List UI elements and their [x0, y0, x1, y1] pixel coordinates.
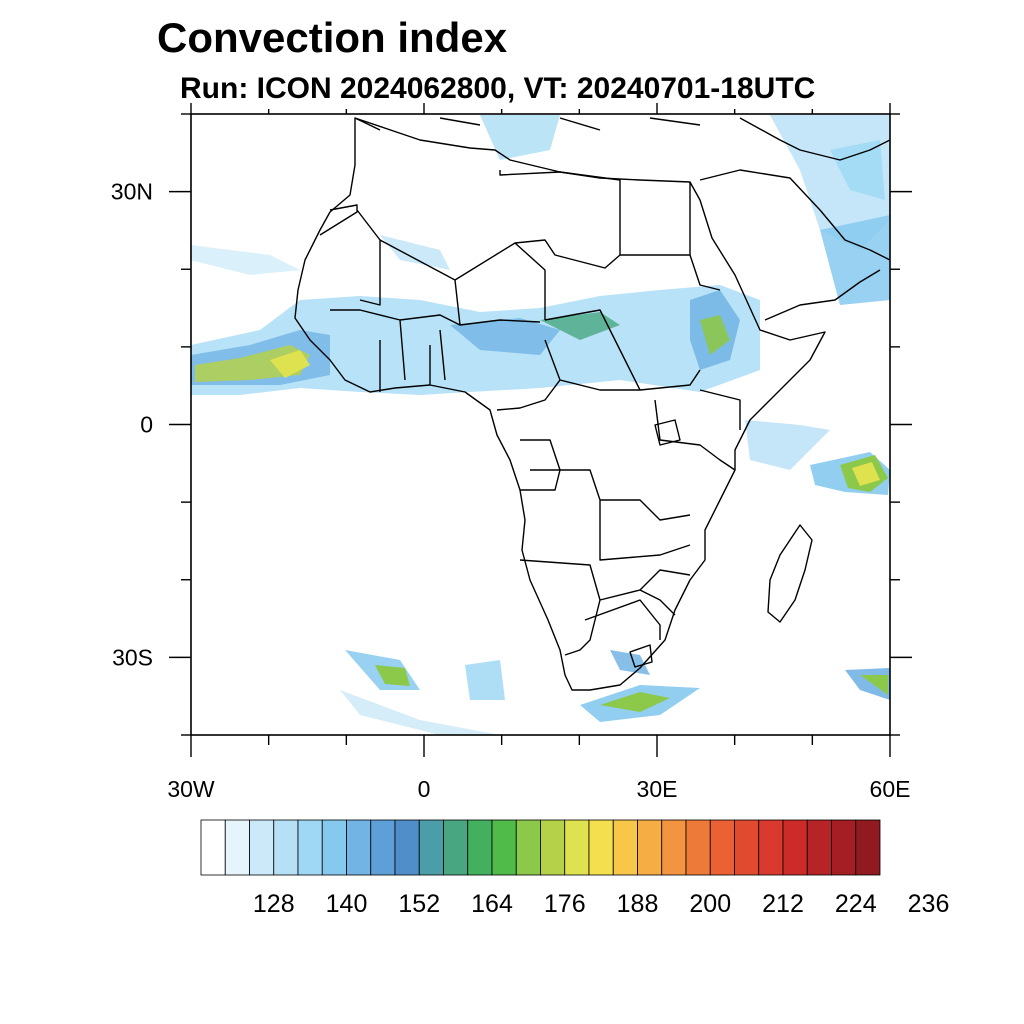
- convection-field: [190, 115, 890, 735]
- colorbar-box: [806, 819, 832, 876]
- colorbar-label: 236: [908, 890, 950, 918]
- map-subtitle: Run: ICON 2024062800, VT: 20240701-18UTC: [180, 72, 816, 105]
- colorbar-box: [564, 819, 590, 876]
- map-title: Convection index: [157, 14, 508, 61]
- coastlines-borders: [294, 117, 891, 691]
- lat-tick-label: 30N: [111, 179, 153, 205]
- colorbar-box: [782, 819, 808, 876]
- colorbar-box: [321, 819, 347, 876]
- colorbar-box: [394, 819, 420, 876]
- colorbar-label: 176: [544, 890, 586, 918]
- colorbar-label: 152: [398, 890, 440, 918]
- lon-tick-label: 60E: [870, 776, 911, 802]
- colorbar-box: [200, 819, 226, 876]
- colorbar-box: [734, 819, 760, 876]
- lat-tick-label: 30S: [112, 644, 153, 670]
- madagascar: [767, 524, 813, 623]
- colorbar-box: [661, 819, 687, 876]
- colorbar-box: [346, 819, 372, 876]
- colorbar-box: [831, 819, 857, 876]
- colorbar-label: 212: [762, 890, 804, 918]
- colorbar-label: 164: [471, 890, 513, 918]
- colorbar-box: [637, 819, 663, 876]
- colorbar-label: 200: [689, 890, 731, 918]
- colorbar-box: [467, 819, 493, 876]
- colorbar-box: [685, 819, 711, 876]
- colorbar-label: 188: [617, 890, 659, 918]
- colorbar: [200, 819, 881, 876]
- lon-tick-label: 0: [418, 776, 431, 802]
- africa-coastline: [294, 117, 826, 691]
- colorbar-box: [370, 819, 396, 876]
- country-borders: [319, 170, 741, 656]
- colorbar-box: [612, 819, 638, 876]
- colorbar-box: [249, 819, 275, 876]
- colorbar-box: [491, 819, 517, 876]
- colorbar-label: 128: [253, 890, 295, 918]
- colorbar-box: [855, 819, 881, 876]
- colorbar-label: 224: [835, 890, 877, 918]
- colorbar-box: [758, 819, 784, 876]
- colorbar-box: [224, 819, 250, 876]
- colorbar-box: [418, 819, 444, 876]
- colorbar-box: [443, 819, 469, 876]
- colorbar-label: 140: [326, 890, 368, 918]
- colorbar-box: [709, 819, 735, 876]
- colorbar-box: [540, 819, 566, 876]
- colorbar-box: [273, 819, 299, 876]
- arabia-coastline: [699, 169, 891, 321]
- lat-tick-label: 0: [140, 412, 153, 438]
- colorbar-box: [515, 819, 541, 876]
- colorbar-box: [297, 819, 323, 876]
- lon-tick-label: 30W: [167, 776, 215, 802]
- lon-tick-label: 30E: [637, 776, 678, 802]
- colorbar-box: [588, 819, 614, 876]
